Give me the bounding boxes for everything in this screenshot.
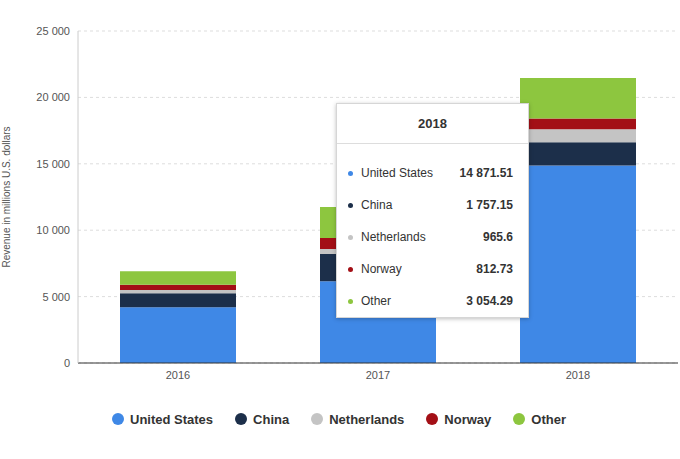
html-text:Other: Other	[361, 294, 391, 308]
html-text:1 757.15: 1 757.15	[466, 198, 513, 212]
html-text:14 871.51: 14 871.51	[459, 166, 513, 180]
html-text:China: China	[361, 198, 393, 212]
svg-text:2016: 2016	[166, 369, 190, 381]
svg-text:25 000: 25 000	[36, 25, 70, 37]
html-text:965.6: 965.6	[483, 230, 513, 244]
svg-text:15 000: 15 000	[36, 158, 70, 170]
html-text:China: China	[253, 411, 290, 427]
svg-text:0: 0	[64, 357, 70, 369]
svg-text:20 000: 20 000	[36, 91, 70, 103]
html-text:Other: Other	[531, 411, 566, 427]
svg-text:2017: 2017	[366, 369, 390, 381]
html-text:812.73: 812.73	[476, 262, 513, 276]
svg-text:5 000: 5 000	[42, 291, 70, 303]
html-text:Netherlands: Netherlands	[361, 230, 426, 244]
html-text:United States: United States	[361, 166, 433, 180]
html-text:Norway: Norway	[444, 411, 492, 427]
html-text:United States: United States	[130, 411, 214, 427]
svg-text:Revenue in millions U.S. dolla: Revenue in millions U.S. dollars	[8, 126, 12, 267]
html-text:3 054.29: 3 054.29	[466, 294, 513, 308]
html-text:Netherlands: Netherlands	[329, 411, 405, 427]
svg-text:2018: 2018	[566, 369, 590, 381]
svg-text:10 000: 10 000	[36, 224, 70, 236]
html-text:2018: 2018	[418, 116, 447, 131]
html-text:Norway: Norway	[361, 262, 402, 276]
